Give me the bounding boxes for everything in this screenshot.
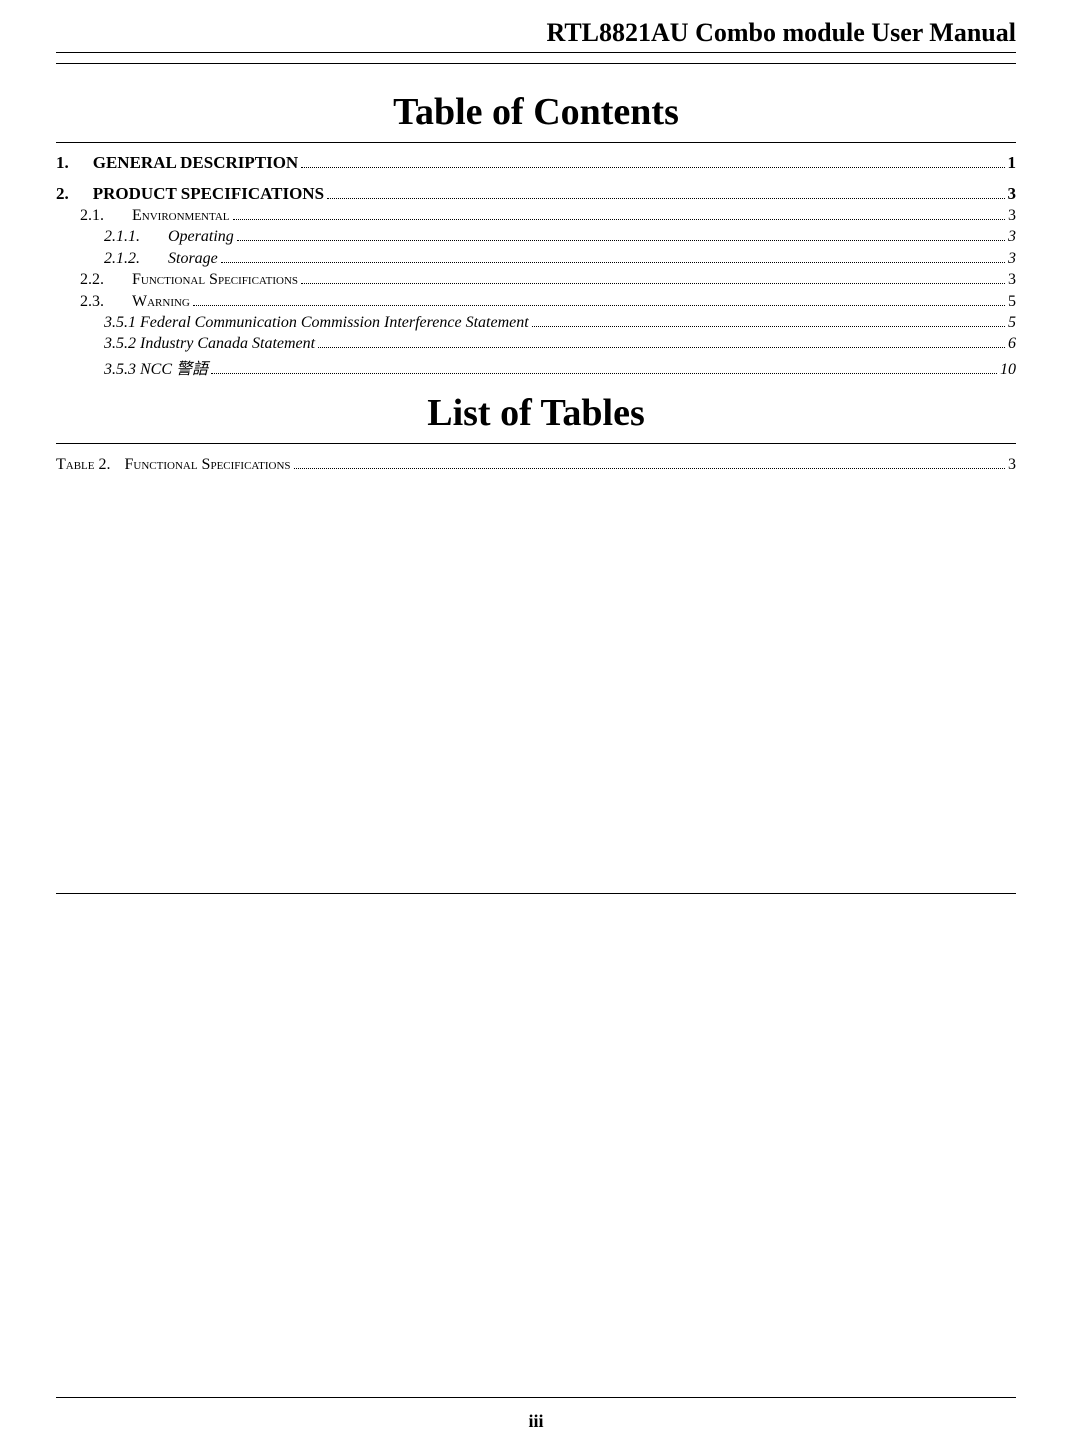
toc-entry-number: 2.3. [80, 293, 104, 311]
toc-entry: 2.1.2. Storage 3 [56, 248, 1016, 267]
toc-entry: 2.1.1. Operating 3 [56, 227, 1016, 246]
toc-entry: 2. PRODUCT SPECIFICATIONS 3 [56, 183, 1016, 203]
toc-entry-label: Environmental [132, 207, 230, 225]
lot-entry: Table 2. Functional Specifications 3 [56, 454, 1016, 473]
toc-entry-page: 5 [1008, 314, 1016, 332]
document-header-title: RTL8821AU Combo module User Manual [56, 0, 1016, 52]
toc-leader-dots [193, 291, 1005, 305]
toc-entry-number: 2.2. [80, 271, 104, 289]
toc-entry-number: 2.1.1. [104, 228, 140, 246]
toc-entry-page: 3 [1008, 271, 1016, 289]
header-rule-1 [56, 52, 1016, 53]
lot-title-rule [56, 443, 1016, 444]
toc-entry: 3.5.1 Federal Communication Commission I… [56, 313, 1016, 332]
toc-title: Table of Contents [56, 90, 1016, 134]
toc-entry-page: 3 [1008, 250, 1016, 268]
document-page: RTL8821AU Combo module User Manual Table… [0, 0, 1072, 1454]
toc-leader-dots [301, 270, 1005, 284]
toc-entry-label: 3.5.1 Federal Communication Commission I… [104, 314, 529, 332]
toc-entry-page: 10 [1000, 361, 1016, 379]
toc-entry: 3.5.2 Industry Canada Statement 6 [56, 334, 1016, 353]
toc-leader-dots [532, 313, 1005, 327]
toc-leader-dots [301, 153, 1004, 168]
toc-entry-number: 2. [56, 184, 69, 204]
toc-entry: 2.3. Warning 5 [56, 291, 1016, 310]
body-bottom-rule [56, 893, 1016, 894]
header-rule-2 [56, 63, 1016, 64]
toc-entry-label: Functional Specifications [132, 271, 298, 289]
toc-entry: 3.5.3 NCC 警語 10 [56, 355, 1016, 379]
lot-entry-number: Table 2. [56, 456, 111, 474]
toc-entry: 2.1. Environmental 3 [56, 206, 1016, 225]
toc-entry-page: 3 [1008, 184, 1017, 204]
toc-title-rule [56, 142, 1016, 143]
lot-title: List of Tables [56, 391, 1016, 435]
footer-rule [56, 1397, 1016, 1398]
toc-entry-label: PRODUCT SPECIFICATIONS [93, 184, 324, 204]
toc-entry-label: Warning [132, 293, 190, 311]
toc-leader-dots [233, 206, 1006, 220]
toc-entry-page: 1 [1008, 153, 1017, 173]
lot-entry-label: Functional Specifications [125, 456, 291, 474]
toc-leader-dots [211, 360, 997, 374]
toc-entry: 2.2. Functional Specifications 3 [56, 270, 1016, 289]
toc-entry-page: 6 [1008, 335, 1016, 353]
toc-leader-dots [237, 227, 1005, 241]
toc-entry-label: Storage [168, 250, 218, 268]
toc-entry-label: Operating [168, 228, 234, 246]
toc-leader-dots [221, 248, 1005, 262]
table-of-contents: 1. GENERAL DESCRIPTION 1 2. PRODUCT SPEC… [56, 153, 1016, 379]
toc-entry-label: 3.5.2 Industry Canada Statement [104, 335, 315, 353]
toc-leader-dots [294, 454, 1005, 468]
toc-entry-number: 2.1.2. [104, 250, 140, 268]
toc-entry-page: 5 [1008, 293, 1016, 311]
toc-leader-dots [318, 334, 1005, 348]
page-number: iii [0, 1411, 1072, 1432]
toc-leader-dots [327, 183, 1004, 198]
toc-entry: 1. GENERAL DESCRIPTION 1 [56, 153, 1016, 173]
toc-entry-number: 1. [56, 153, 69, 173]
header-rules [56, 52, 1016, 64]
list-of-tables: Table 2. Functional Specifications 3 [56, 454, 1016, 473]
toc-entry-label: 3.5.3 NCC 警語 [104, 355, 208, 379]
lot-entry-page: 3 [1008, 456, 1016, 474]
toc-entry-page: 3 [1008, 207, 1016, 225]
toc-entry-number: 2.1. [80, 207, 104, 225]
toc-entry-page: 3 [1008, 228, 1016, 246]
toc-entry-label: GENERAL DESCRIPTION [93, 153, 298, 173]
